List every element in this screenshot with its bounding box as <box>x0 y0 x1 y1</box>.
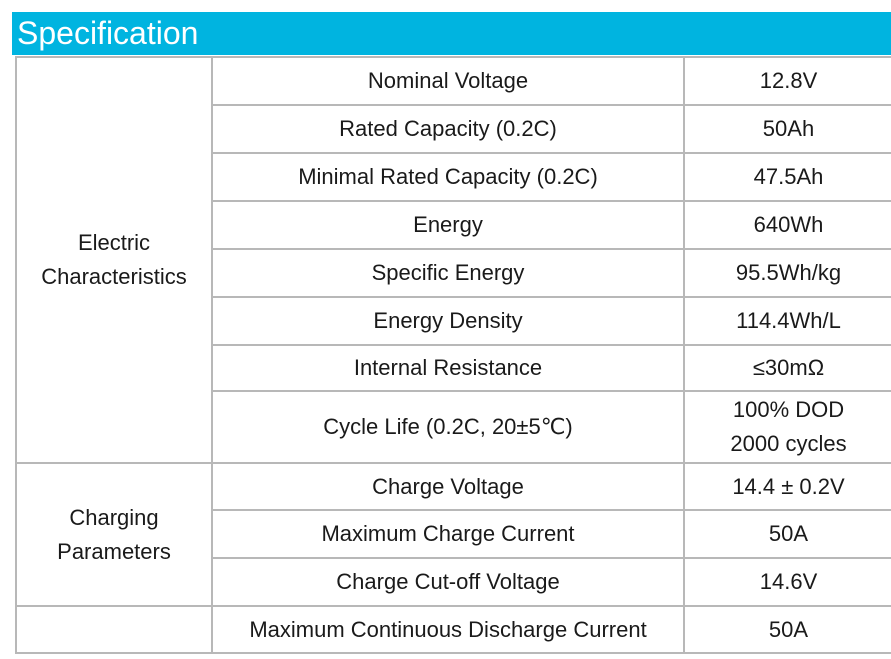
param-name: Specific Energy <box>211 248 685 298</box>
param-value: 640Wh <box>683 200 891 250</box>
param-value: 50A <box>683 509 891 559</box>
param-name: Maximum Charge Current <box>211 509 685 559</box>
param-name: Internal Resistance <box>211 344 685 392</box>
param-name: Minimal Rated Capacity (0.2C) <box>211 152 685 202</box>
group-label-line: Characteristics <box>41 264 187 289</box>
param-name: Nominal Voltage <box>211 56 685 106</box>
table-row: Energy Density 114.4Wh/L <box>16 296 891 346</box>
param-value: ≤30mΩ <box>683 344 891 392</box>
table-row: Rated Capacity (0.2C) 50Ah <box>16 104 891 154</box>
param-value: 14.4 ± 0.2V <box>683 462 891 511</box>
specification-table: Electric Characteristics Nominal Voltage… <box>15 56 891 654</box>
table-row: Cycle Life (0.2C, 20±5℃) 100% DOD 2000 c… <box>16 390 891 464</box>
param-value: 14.6V <box>683 557 891 607</box>
group-label-line: Electric <box>77 230 151 255</box>
specification-header: Specification <box>12 12 891 55</box>
param-value: 50Ah <box>683 104 891 154</box>
param-value-line: 2000 cycles <box>730 431 847 456</box>
table-row: Charge Cut-off Voltage 14.6V <box>16 557 891 607</box>
param-name: Rated Capacity (0.2C) <box>211 104 685 154</box>
param-value: 12.8V <box>683 56 891 106</box>
param-name: Maximum Continuous Discharge Current <box>211 605 685 654</box>
param-value: 100% DOD 2000 cycles <box>683 390 891 464</box>
param-value: 47.5Ah <box>683 152 891 202</box>
param-value: 50A <box>683 605 891 654</box>
table-row: Maximum Charge Current 50A <box>16 509 891 559</box>
page-title: Specification <box>17 15 199 51</box>
param-name: Energy Density <box>211 296 685 346</box>
param-name: Energy <box>211 200 685 250</box>
group-charging-parameters: Charging Parameters <box>15 462 213 607</box>
table-row: Minimal Rated Capacity (0.2C) 47.5Ah <box>16 152 891 202</box>
param-name: Charge Voltage <box>211 462 685 511</box>
group-electric-characteristics: Electric Characteristics <box>15 56 213 464</box>
group-discharge <box>15 605 213 654</box>
param-value-line: 100% DOD <box>732 397 845 422</box>
param-value: 114.4Wh/L <box>683 296 891 346</box>
table-row: Specific Energy 95.5Wh/kg <box>16 248 891 298</box>
param-name: Cycle Life (0.2C, 20±5℃) <box>211 390 685 464</box>
param-name: Charge Cut-off Voltage <box>211 557 685 607</box>
param-value: 95.5Wh/kg <box>683 248 891 298</box>
table-row: Charging Parameters Charge Voltage 14.4 … <box>15 462 891 607</box>
table-row: Energy 640Wh <box>16 200 891 250</box>
group-label-line: Charging <box>69 504 159 530</box>
table-row: Internal Resistance ≤30mΩ <box>16 344 891 392</box>
group-label-line: Parameters <box>57 538 171 564</box>
table-row: Maximum Continuous Discharge Current 50A <box>15 605 891 654</box>
table-row: Electric Characteristics Nominal Voltage… <box>15 56 891 464</box>
